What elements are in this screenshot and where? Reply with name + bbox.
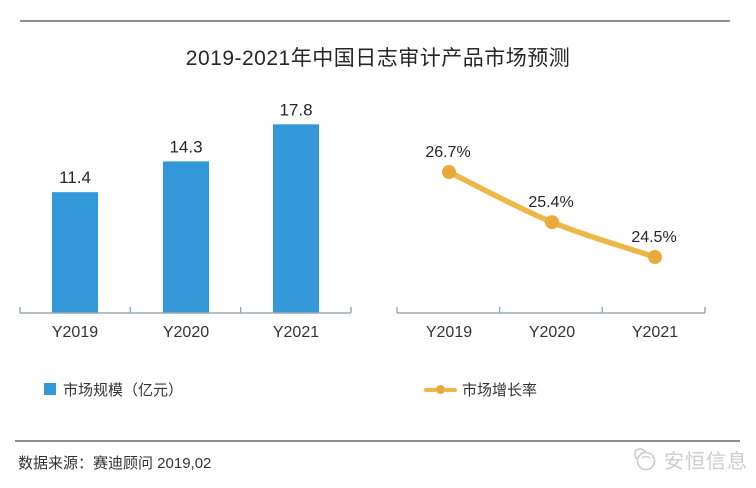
bar-Y2020 bbox=[163, 161, 209, 313]
top-divider bbox=[20, 20, 730, 22]
bar-Y2019 bbox=[52, 192, 98, 313]
chart-title: 2019-2021年中国日志审计产品市场预测 bbox=[185, 47, 571, 70]
bar-series-swatch-icon bbox=[44, 383, 56, 395]
bar-chart-x-tick-label: Y2019 bbox=[52, 324, 98, 341]
legend-row: 市场规模（亿元） 市场增长率 bbox=[0, 378, 756, 400]
line-marker-Y2021 bbox=[648, 250, 662, 264]
line-marker-Y2020 bbox=[545, 215, 559, 230]
line-value-label: 26.7% bbox=[425, 144, 470, 161]
brand-watermark: 安恒信息 bbox=[630, 444, 748, 474]
line-chart-x-tick-label: Y2019 bbox=[426, 324, 472, 341]
bar-value-label: 14.3 bbox=[169, 137, 202, 156]
bar-Y2021 bbox=[273, 124, 319, 313]
legend-item-market-size: 市场规模（亿元） bbox=[44, 378, 183, 400]
bar-chart-x-tick-label: Y2020 bbox=[163, 324, 209, 341]
legend-label-market-size: 市场规模（亿元） bbox=[63, 381, 184, 399]
source-note: 数据来源：赛迪顾问 2019,02 bbox=[18, 455, 212, 472]
line-value-label: 25.4% bbox=[528, 194, 573, 211]
growth-rate-line bbox=[446, 169, 658, 260]
line-series-swatch-icon bbox=[424, 383, 457, 396]
bar-chart-x-tick-label: Y2021 bbox=[273, 324, 319, 341]
bottom-divider bbox=[15, 440, 740, 442]
legend-label-growth-rate: 市场增长率 bbox=[462, 381, 538, 399]
legend-item-growth-rate: 市场增长率 bbox=[424, 378, 537, 400]
line-chart-x-tick-label: Y2020 bbox=[529, 324, 575, 341]
bar-value-label: 11.4 bbox=[59, 168, 91, 187]
line-marker-Y2019 bbox=[442, 165, 456, 179]
line-chart-x-tick-label: Y2021 bbox=[632, 324, 678, 341]
brand-watermark-text: 安恒信息 bbox=[664, 450, 748, 473]
bar-value-label: 17.8 bbox=[279, 100, 312, 119]
dbapp-swirl-logo-icon bbox=[634, 448, 656, 471]
line-value-label: 24.5% bbox=[631, 229, 676, 246]
